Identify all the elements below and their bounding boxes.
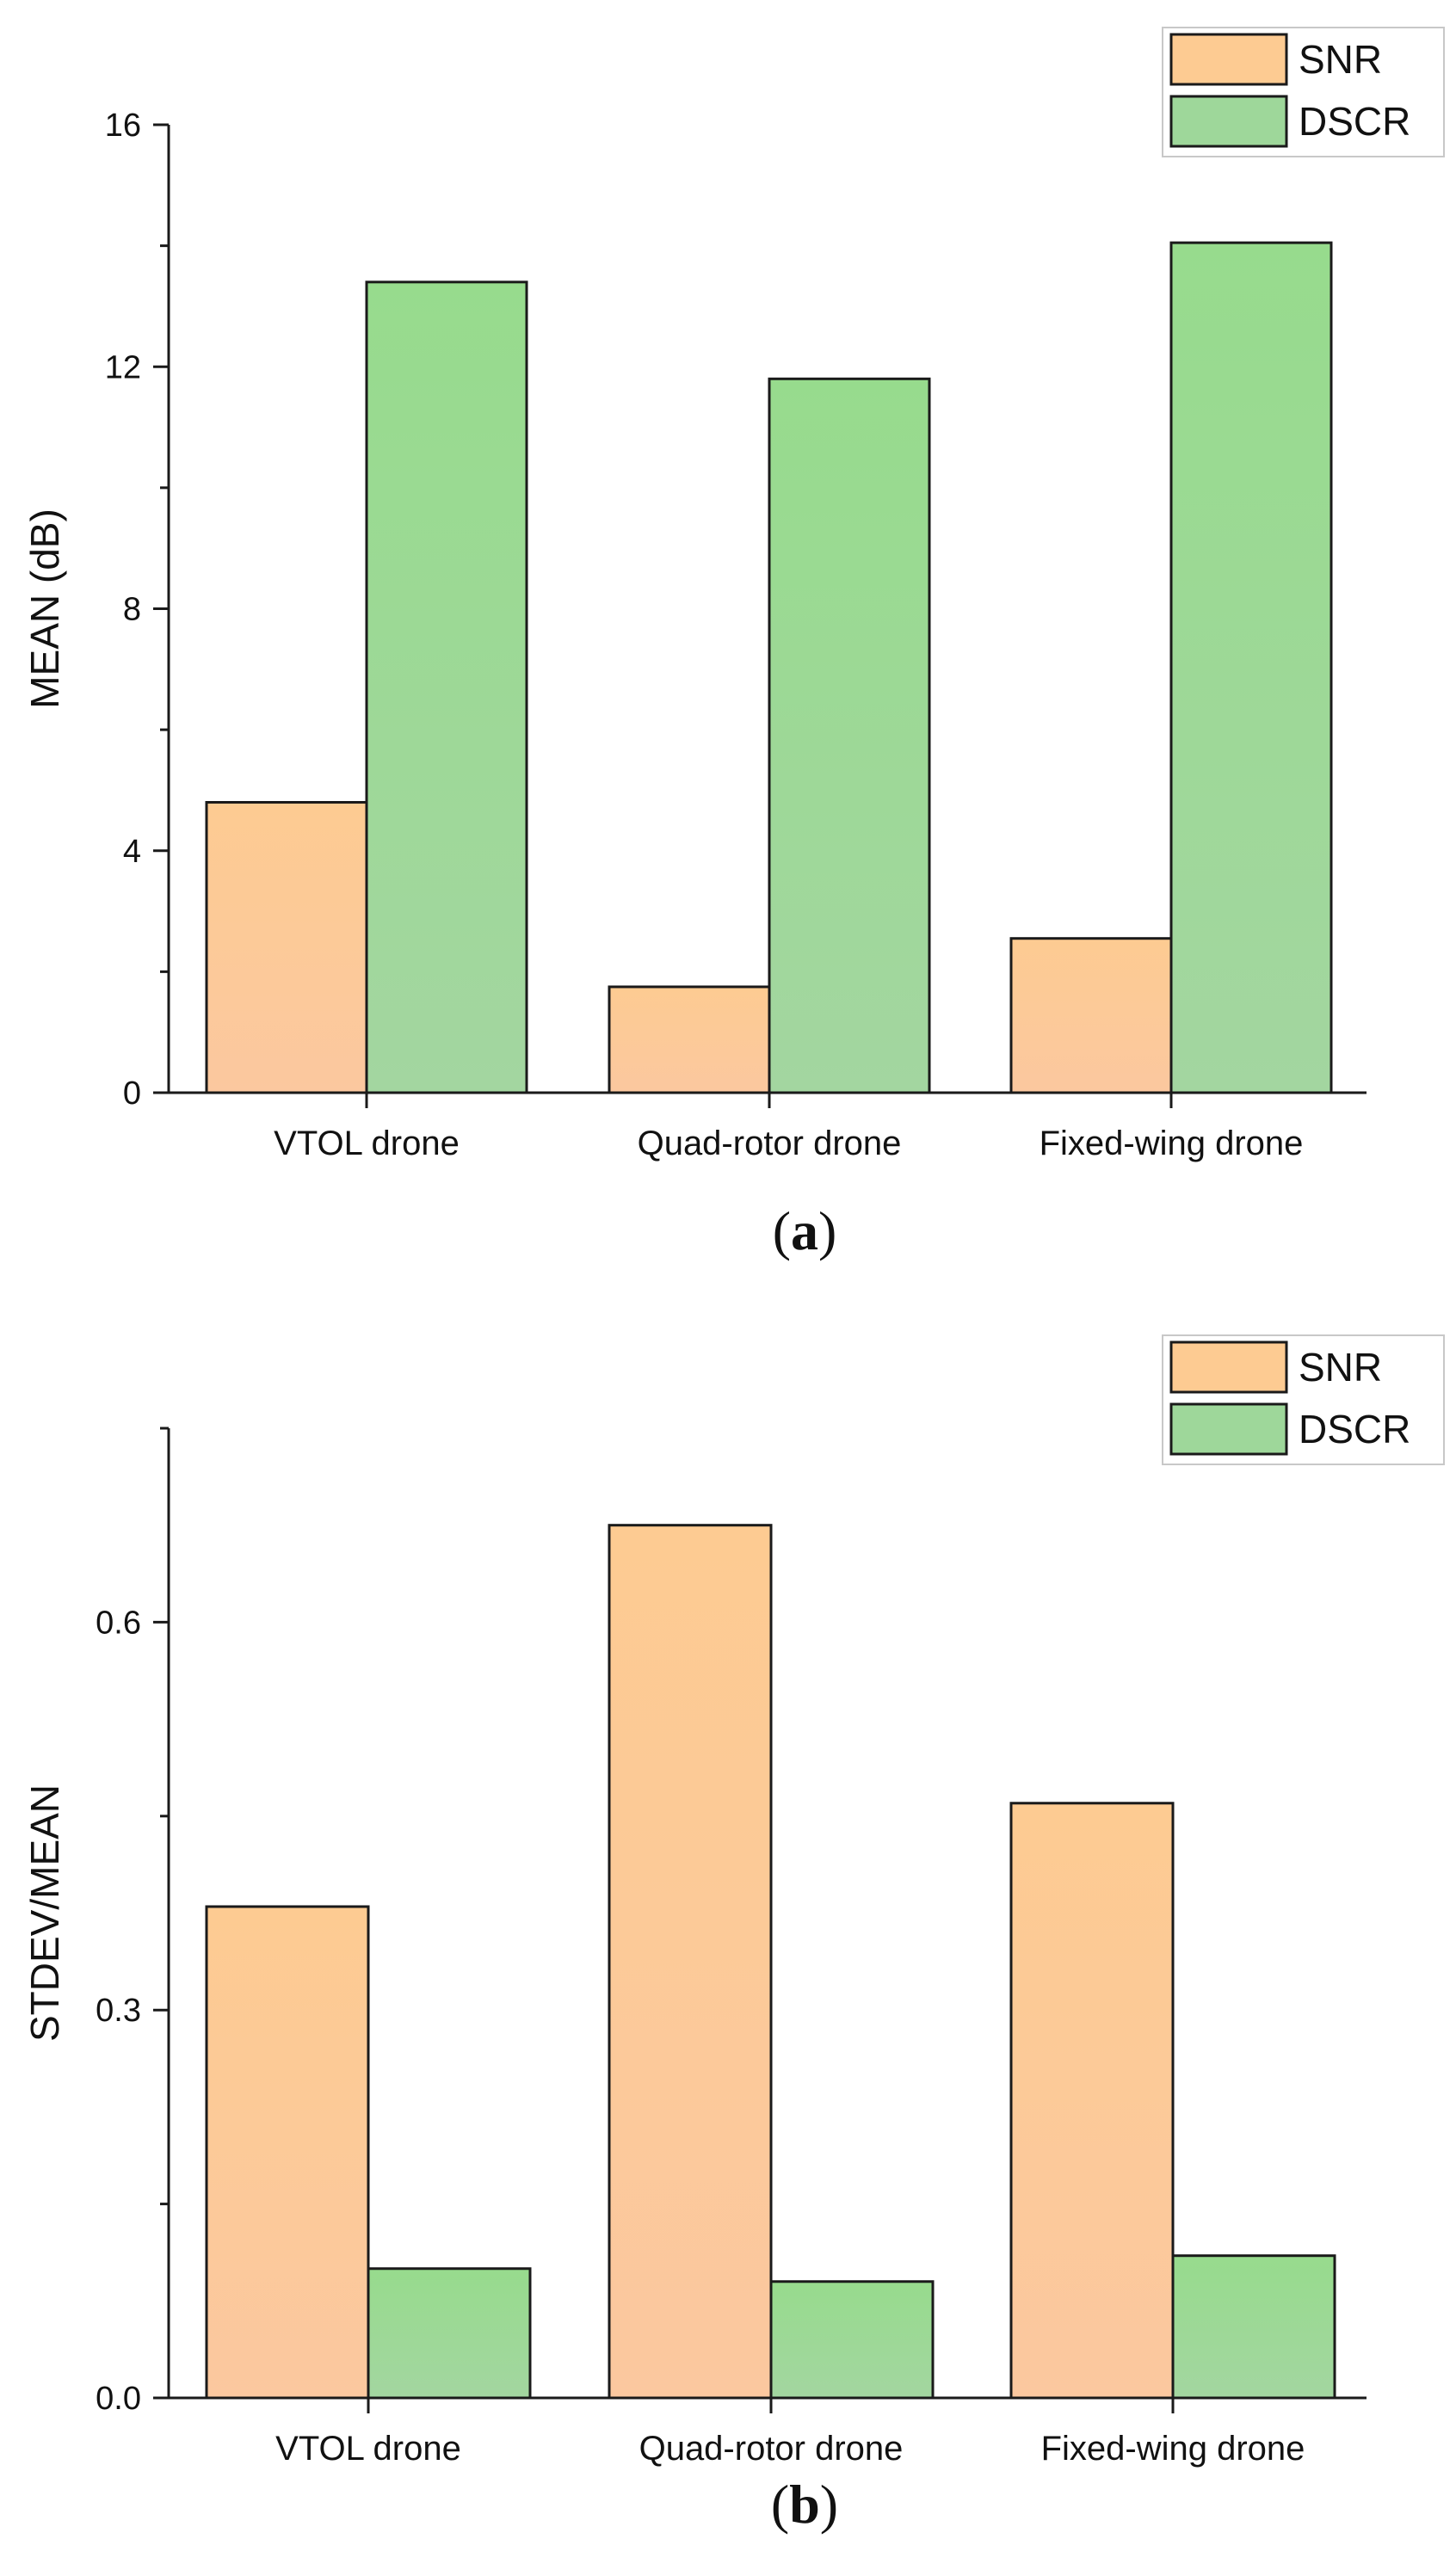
panel-a-caption: (a) [773,1200,837,1261]
panel-a-bar-snr-fixed-wing-drone [1009,937,1173,1094]
panel-a-x-tick-label-quad-rotor-drone: Quad-rotor drone [638,1125,902,1162]
chart-panel-a: 0 4 8 12 16 VTOL drone Quad-rotor drone Fixed-w… [22,27,1445,1261]
panel-a-y-tick-label: 8 [123,592,141,628]
panel-a-y-tick-label: 16 [105,108,141,144]
panel-a-bar-dscr-quad-rotor-drone [768,377,931,1094]
panel-b-bar-snr-vtol-drone [205,1905,370,2400]
panel-a-bars [205,241,1333,1094]
panel-a-y-tick-label: 4 [123,834,141,870]
panel-b-legend-label-dscr: DSCR [1299,1407,1410,1451]
panel-b-y-tick-label: 0.3 [96,1993,141,2029]
panel-b-bar-dscr-vtol-drone [367,2267,532,2400]
panel-b-bars [205,1524,1336,2400]
panel-b-legend-label-snr: SNR [1299,1345,1382,1390]
panel-b-x-tick-label-fixed-wing-drone: Fixed-wing drone [1041,2430,1305,2468]
panel-a-legend-label-dscr: DSCR [1299,99,1410,144]
panel-a-caption-letter: a [791,1200,818,1261]
panel-b-x-tick-label-quad-rotor-drone: Quad-rotor drone [639,2430,904,2468]
panel-b-caption-letter: b [789,2474,820,2535]
panel-a-y-tick-label: 12 [105,349,141,385]
panel-b-bar-dscr-fixed-wing-drone [1171,2254,1336,2400]
panel-b-bar-snr-fixed-wing-drone [1009,1802,1175,2400]
panel-b-x-tick-label-vtol-drone: VTOL drone [275,2430,461,2468]
panel-a-x-tick-label-fixed-wing-drone: Fixed-wing drone [1040,1125,1304,1162]
panel-a-bar-dscr-vtol-drone [365,280,528,1094]
panel-a-caption-open: ( [773,1200,791,1261]
panel-a-caption-close: ) [818,1200,836,1261]
panel-b-legend: SNR DSCR [1162,1334,1445,1465]
panel-a-y-tick-label: 0 [123,1075,141,1112]
panel-a-legend-label-snr: SNR [1299,37,1382,82]
panel-a-bar-snr-vtol-drone [205,801,368,1094]
panel-a-legend-swatch-snr [1169,33,1288,86]
panel-b-y-axis-label: STDEV/MEAN [22,1784,67,2042]
panel-b-axes: 0.0 0.3 0.6 VTOL drone Quad-rotor drone Fixed… [96,1427,1367,2468]
panel-b-bar-dscr-quad-rotor-drone [769,2280,935,2400]
chart-panel-b: 0.0 0.3 0.6 VTOL drone Quad-rotor drone Fixed… [22,1334,1445,2535]
panel-b-bar-snr-quad-rotor-drone [608,1524,773,2400]
panel-a-bar-dscr-fixed-wing-drone [1169,241,1333,1094]
panel-a-axes: 0 4 8 12 16 VTOL drone Quad-rotor drone Fixed-w… [105,108,1367,1162]
panel-b-legend-swatch-dscr [1169,1402,1288,1456]
panel-a-bar-snr-quad-rotor-drone [608,985,771,1094]
panel-b-y-tick-label: 0.0 [96,2381,141,2417]
panel-b-caption-open: ( [771,2474,789,2535]
panel-b-y-tick-label: 0.6 [96,1605,141,1641]
panel-a-legend: SNR DSCR [1162,27,1445,157]
panel-b-caption: (b) [771,2474,838,2535]
panel-a-x-tick-label-vtol-drone: VTOL drone [274,1125,460,1162]
panel-b-caption-close: ) [820,2474,838,2535]
panel-b-legend-swatch-snr [1169,1340,1288,1394]
panel-a-y-axis-label: MEAN (dB) [22,508,67,709]
panel-a-legend-swatch-dscr [1169,95,1288,148]
